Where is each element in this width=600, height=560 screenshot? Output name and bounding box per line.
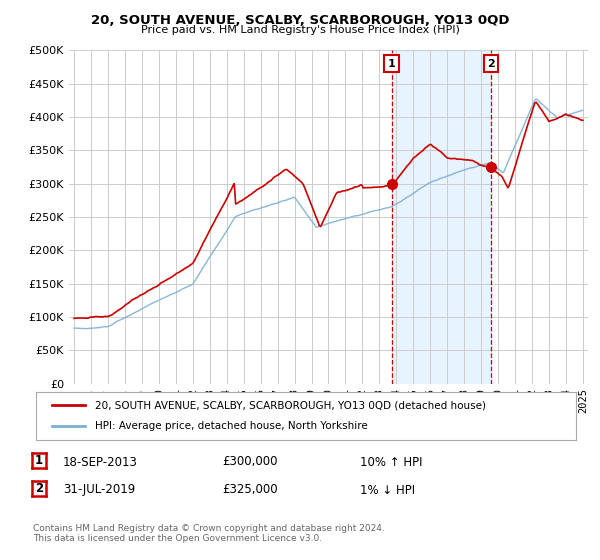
Text: 2: 2 xyxy=(35,482,43,495)
Text: Contains HM Land Registry data © Crown copyright and database right 2024.
This d: Contains HM Land Registry data © Crown c… xyxy=(33,524,385,543)
Text: 18-SEP-2013: 18-SEP-2013 xyxy=(63,455,138,469)
Bar xyxy=(392,50,491,384)
Text: 31-JUL-2019: 31-JUL-2019 xyxy=(63,483,135,497)
Text: £300,000: £300,000 xyxy=(222,455,277,469)
Text: 10% ↑ HPI: 10% ↑ HPI xyxy=(360,455,422,469)
Text: 20, SOUTH AVENUE, SCALBY, SCARBOROUGH, YO13 0QD (detached house): 20, SOUTH AVENUE, SCALBY, SCARBOROUGH, Y… xyxy=(95,400,487,410)
Text: £325,000: £325,000 xyxy=(222,483,278,497)
Text: Price paid vs. HM Land Registry's House Price Index (HPI): Price paid vs. HM Land Registry's House … xyxy=(140,25,460,35)
Text: 1: 1 xyxy=(35,454,43,467)
Text: 20, SOUTH AVENUE, SCALBY, SCARBOROUGH, YO13 0QD: 20, SOUTH AVENUE, SCALBY, SCARBOROUGH, Y… xyxy=(91,14,509,27)
Text: HPI: Average price, detached house, North Yorkshire: HPI: Average price, detached house, Nort… xyxy=(95,421,368,431)
Text: 1: 1 xyxy=(388,59,395,69)
Text: 1% ↓ HPI: 1% ↓ HPI xyxy=(360,483,415,497)
Text: 2: 2 xyxy=(487,59,495,69)
